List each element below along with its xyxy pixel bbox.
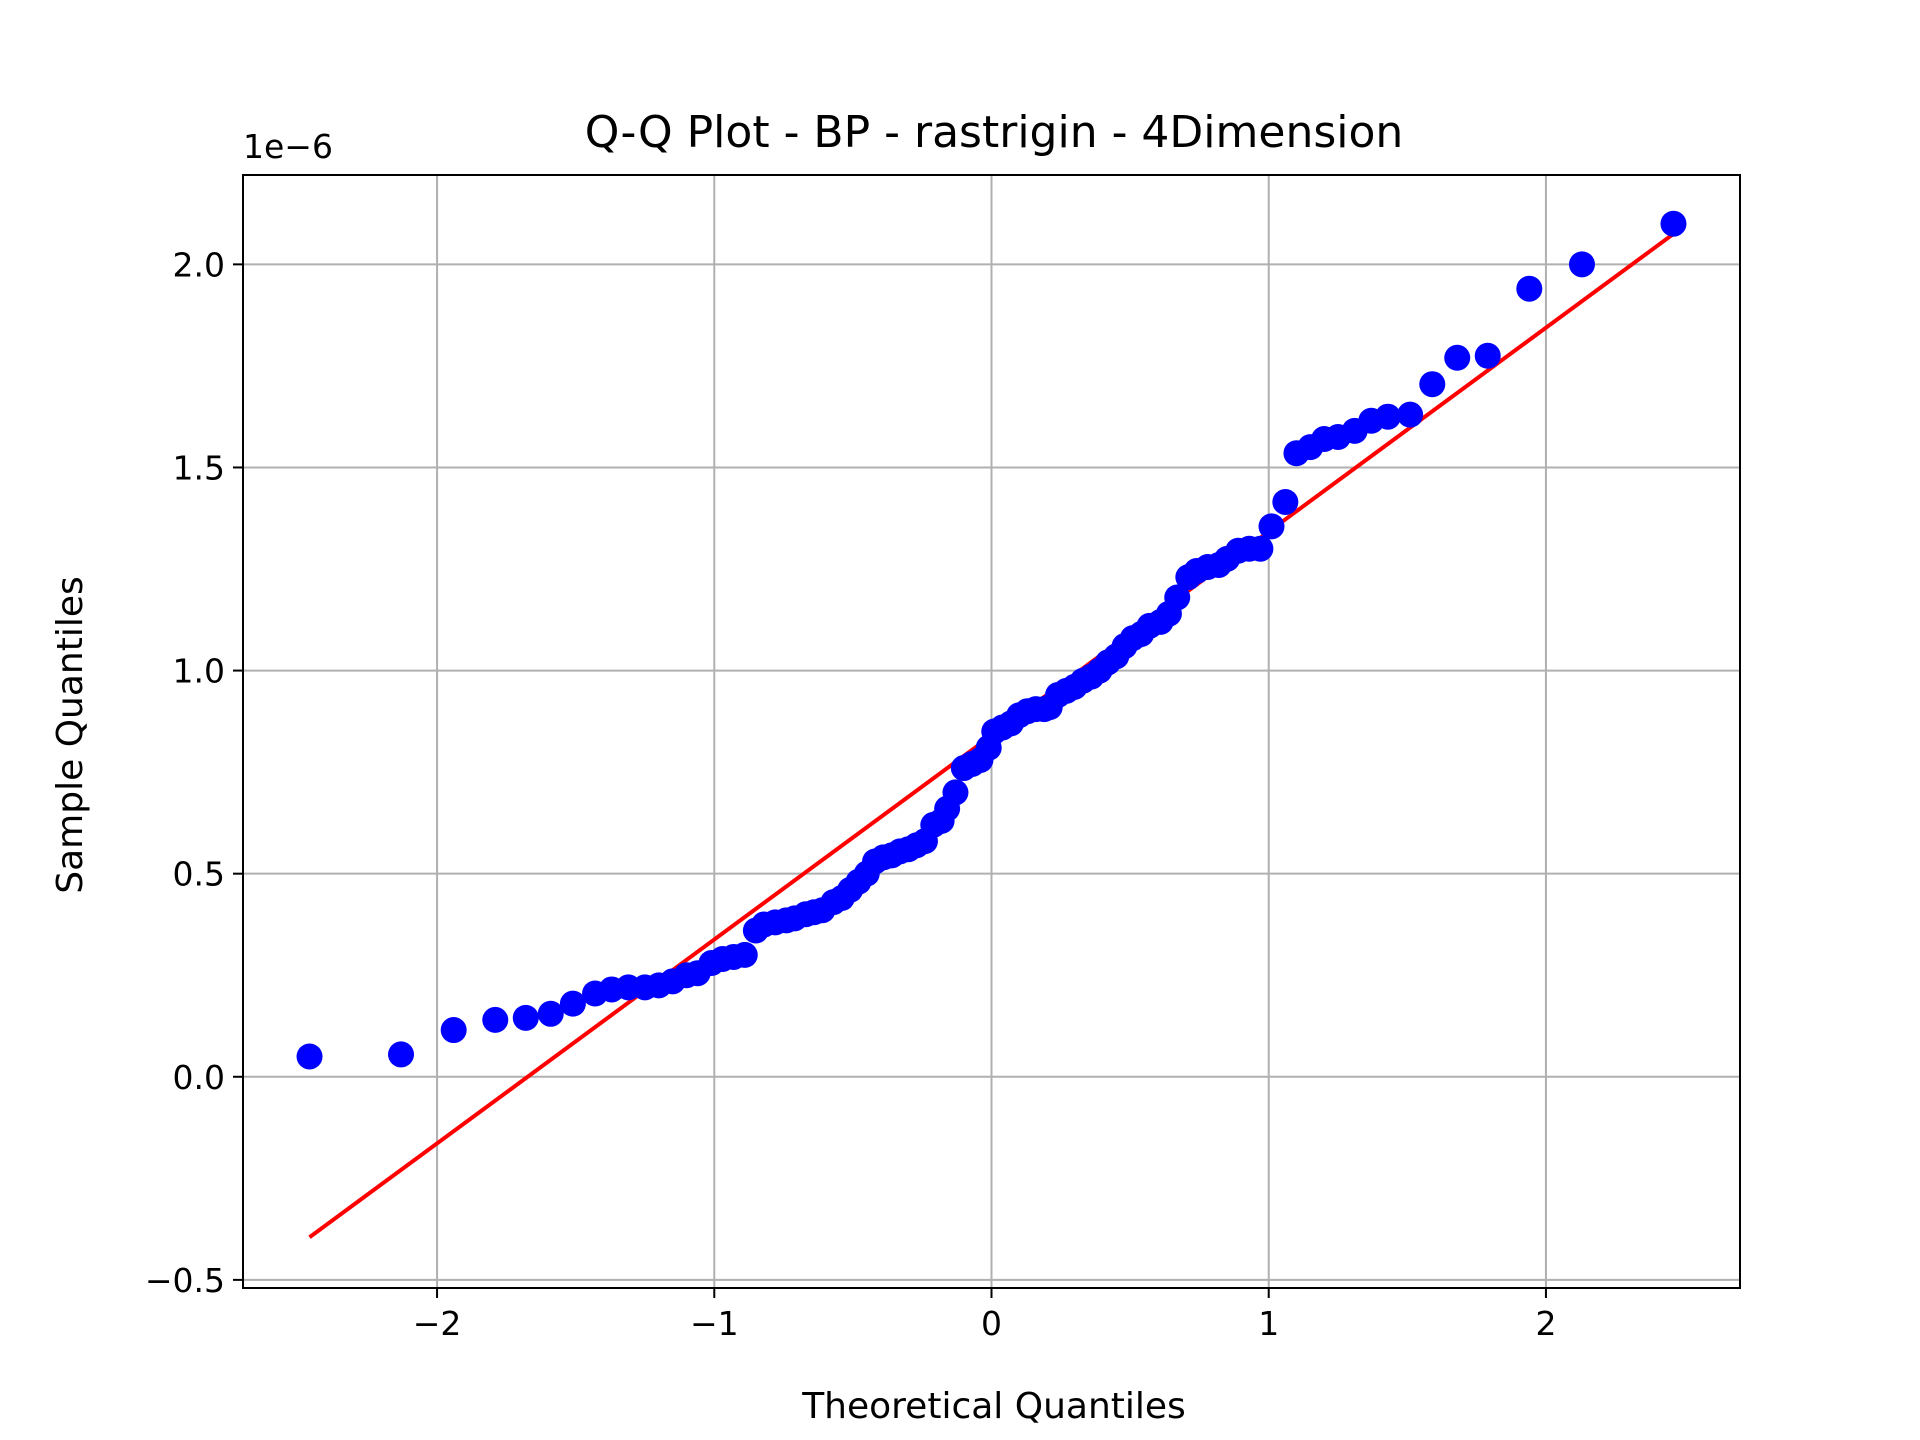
data-point (512, 1004, 539, 1031)
data-point (388, 1041, 415, 1068)
data-point (537, 1000, 564, 1027)
x-tick-label: 0 (981, 1304, 1002, 1343)
y-axis-label: Sample Quantiles (50, 576, 91, 893)
data-point (1258, 513, 1285, 540)
data-point (1164, 584, 1191, 611)
y-tick-label: 1.0 (173, 652, 225, 691)
axis-ticks: −2 −1 0 1 2 −0.5 0.0 0.5 1.0 1.5 2.0 (145, 245, 1557, 1343)
grid-lines (243, 175, 1740, 1288)
data-points (296, 210, 1687, 1070)
data-point (296, 1043, 323, 1070)
data-point (1272, 488, 1299, 515)
x-axis-label: Theoretical Quantiles (801, 1386, 1186, 1427)
x-tick-label: 2 (1535, 1304, 1556, 1343)
data-point (559, 990, 586, 1017)
data-point (440, 1017, 467, 1044)
data-point (1397, 401, 1424, 428)
y-tick-label: 0.5 (173, 855, 225, 894)
data-point (942, 779, 969, 806)
data-point (1419, 371, 1446, 398)
data-point (1374, 403, 1401, 430)
data-point (1568, 251, 1595, 278)
y-tick-label: 1.5 (173, 448, 225, 487)
y-tick-label: −0.5 (145, 1261, 225, 1300)
x-tick-label: −1 (690, 1304, 739, 1343)
x-tick-label: −2 (413, 1304, 462, 1343)
data-point (1444, 344, 1471, 371)
y-tick-label: 2.0 (173, 245, 225, 284)
data-point (1474, 342, 1501, 369)
data-point (1247, 535, 1274, 562)
x-tick-label: 1 (1258, 1304, 1279, 1343)
data-point (1516, 275, 1543, 302)
y-tick-label: 0.0 (173, 1058, 225, 1097)
chart-title: Q-Q Plot - BP - rastrigin - 4Dimension (585, 107, 1404, 158)
data-point (1660, 210, 1687, 237)
data-point (731, 941, 758, 968)
data-point (482, 1006, 509, 1033)
y-axis-offset-label: 1e−6 (243, 127, 333, 166)
